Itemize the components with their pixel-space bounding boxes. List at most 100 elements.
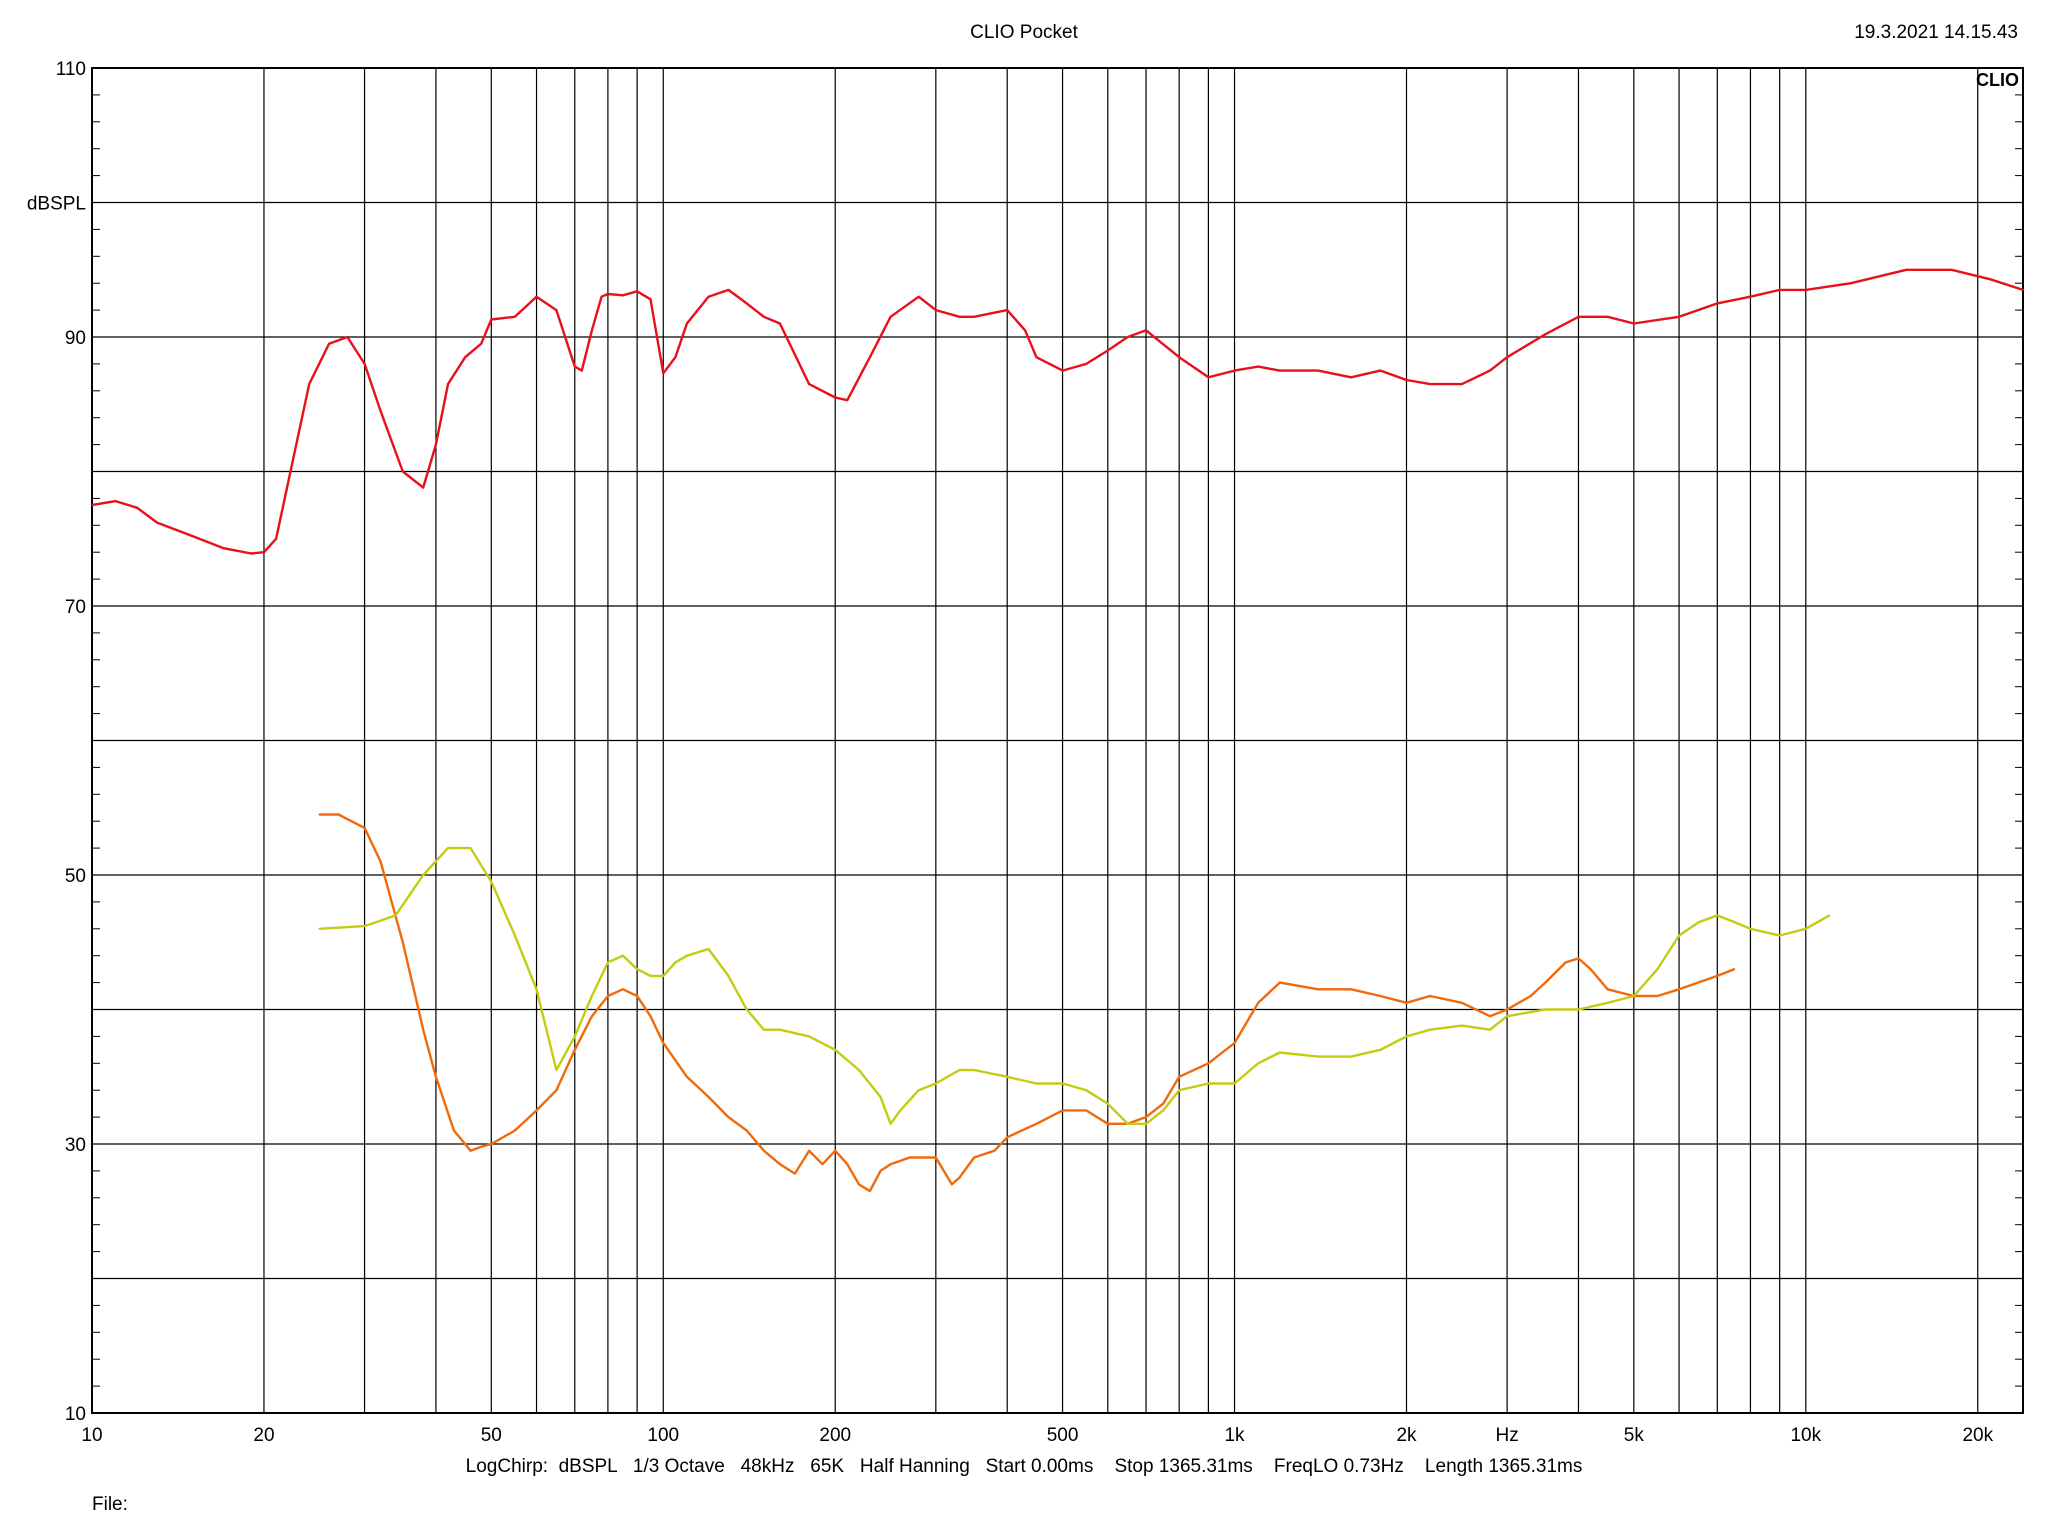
data-point	[1085, 363, 1088, 365]
data-point	[1733, 968, 1736, 971]
data-point	[1061, 1082, 1064, 1085]
data-point	[674, 961, 677, 964]
data-point	[2022, 289, 2024, 291]
data-point	[1804, 289, 1807, 291]
data-point	[1716, 302, 1719, 305]
data-point	[1749, 927, 1752, 930]
data-point	[778, 1028, 781, 1031]
series-layer	[91, 268, 2024, 1193]
data-point	[686, 1075, 688, 1078]
data-point	[622, 294, 624, 297]
data-point	[1233, 1082, 1236, 1085]
data-point	[422, 874, 425, 876]
series-0	[91, 268, 2024, 555]
data-point	[1606, 1001, 1609, 1004]
data-point	[136, 506, 139, 509]
y-tick-label: 70	[65, 597, 86, 618]
data-point	[250, 552, 253, 555]
data-point	[1178, 1075, 1181, 1078]
data-point	[686, 322, 688, 325]
data-point	[745, 302, 748, 305]
x-tick-label: 20k	[1962, 1425, 1993, 1446]
series-line-2	[319, 846, 1830, 1125]
y-tick-label: 50	[65, 866, 86, 887]
data-point	[745, 1129, 748, 1132]
x-tick-label: 20	[253, 1425, 274, 1446]
data-point	[1207, 1062, 1210, 1065]
data-point	[275, 537, 277, 540]
data-point	[707, 948, 710, 950]
data-point	[1085, 1089, 1088, 1092]
data-point	[1162, 1102, 1165, 1105]
data-point	[1733, 921, 1736, 923]
data-point	[636, 968, 639, 971]
data-point	[958, 1069, 961, 1071]
x-tick-label: 100	[647, 1425, 679, 1446]
data-point	[1506, 1008, 1508, 1011]
data-point	[879, 1170, 882, 1172]
data-point	[1162, 1109, 1165, 1112]
data-point	[1544, 333, 1547, 336]
data-point	[1085, 1109, 1088, 1112]
data-point	[1257, 1062, 1260, 1065]
data-point	[1828, 914, 1831, 917]
data-point	[573, 365, 576, 368]
data-point	[950, 1183, 953, 1186]
data-point	[573, 1048, 576, 1051]
y-tick-label: 30	[65, 1135, 86, 1156]
data-point	[1006, 1136, 1009, 1139]
data-point	[1126, 1122, 1129, 1125]
data-point	[1804, 927, 1807, 930]
data-point	[580, 369, 583, 372]
data-point	[1460, 1024, 1463, 1027]
data-point	[490, 880, 493, 883]
data-point	[1632, 995, 1635, 997]
y-axis-label: dBSPL	[27, 194, 86, 215]
data-point	[1678, 315, 1680, 318]
data-point	[636, 995, 639, 997]
data-point	[846, 1163, 849, 1166]
data-point	[1778, 289, 1781, 291]
x-tick-label: 5k	[1624, 1425, 1645, 1446]
x-tick-label: 500	[1047, 1425, 1079, 1446]
data-point	[379, 860, 382, 863]
data-point	[834, 396, 837, 399]
data-point	[422, 486, 425, 489]
x-axis-unit-label: Hz	[1495, 1425, 1518, 1446]
data-point	[535, 295, 538, 298]
data-point	[1678, 988, 1680, 991]
data-point	[1145, 1122, 1147, 1125]
data-point	[1006, 1075, 1009, 1078]
data-point	[191, 535, 194, 537]
data-point	[1564, 961, 1567, 964]
data-point	[1317, 988, 1319, 991]
data-point	[447, 383, 449, 385]
data-point	[662, 372, 665, 375]
x-tick-label: 10	[81, 1425, 102, 1446]
data-point	[1035, 1122, 1038, 1125]
data-point	[794, 1172, 796, 1175]
data-point	[1405, 1001, 1408, 1004]
data-point	[447, 847, 449, 849]
data-point	[649, 974, 652, 977]
data-point	[363, 925, 366, 928]
data-point	[555, 1089, 558, 1092]
data-point	[808, 383, 810, 385]
data-point	[662, 974, 665, 977]
data-point	[1061, 369, 1064, 372]
data-point	[778, 322, 781, 325]
data-point	[607, 995, 609, 997]
data-point	[156, 521, 158, 524]
data-point	[1035, 1082, 1038, 1085]
data-point	[879, 1096, 882, 1098]
data-point	[263, 551, 265, 554]
data-point	[707, 1096, 710, 1098]
data-point	[1178, 1089, 1181, 1092]
data-point	[464, 356, 467, 359]
data-point	[1429, 383, 1432, 385]
data-point	[490, 1143, 493, 1145]
data-point	[1716, 974, 1719, 977]
data-point	[649, 1015, 652, 1018]
data-point	[607, 961, 609, 964]
